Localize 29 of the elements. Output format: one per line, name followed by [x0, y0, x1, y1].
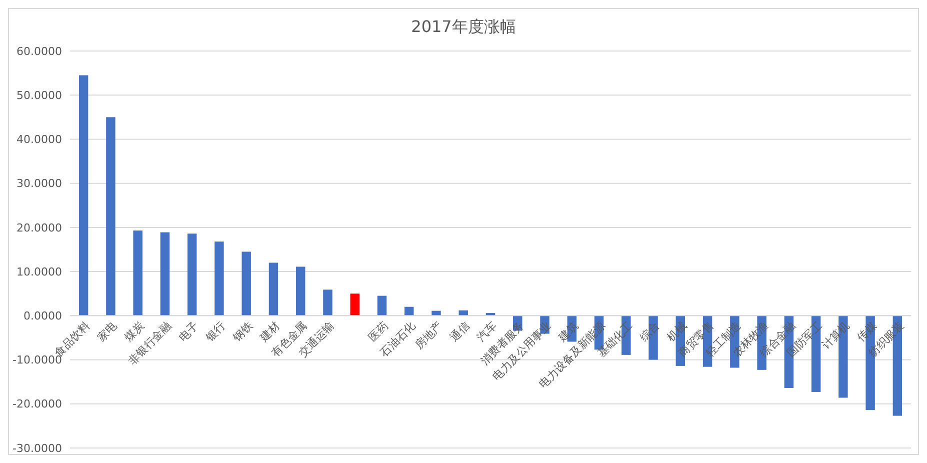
- x-tick-label: 医药: [366, 319, 391, 344]
- y-tick-label: 10.0000: [16, 265, 62, 278]
- y-tick-label: 20.0000: [16, 221, 62, 234]
- bar: [242, 252, 251, 316]
- y-tick-label: 30.0000: [16, 177, 62, 190]
- x-tick-label: 综合: [637, 319, 662, 344]
- x-tick-label: 银行: [202, 319, 228, 345]
- y-tick-label: 50.0000: [16, 88, 62, 102]
- y-tick-label: 60.0000: [16, 44, 62, 58]
- bar: [214, 242, 224, 316]
- bar: [187, 234, 197, 316]
- y-tick-label: 0.0000: [24, 310, 62, 323]
- bar: [323, 290, 332, 316]
- bar: [377, 296, 387, 316]
- bar: [268, 262, 278, 316]
- bar: [160, 232, 170, 316]
- chart-title: 2017年度涨幅: [411, 17, 516, 36]
- y-tick-label: -30.0000: [12, 442, 62, 455]
- x-tick-label: 电子: [176, 319, 201, 344]
- x-tick-label: 家电: [94, 319, 120, 344]
- bar: [133, 230, 142, 316]
- bar: [350, 294, 360, 316]
- bar: [296, 266, 306, 316]
- x-tick-label: 通信: [447, 319, 472, 344]
- y-tick-label: 40.0000: [16, 133, 62, 146]
- x-tick-label: 钢铁: [230, 319, 256, 345]
- bar: [106, 117, 116, 316]
- y-tick-label: -20.0000: [12, 398, 62, 411]
- bar: [78, 75, 88, 316]
